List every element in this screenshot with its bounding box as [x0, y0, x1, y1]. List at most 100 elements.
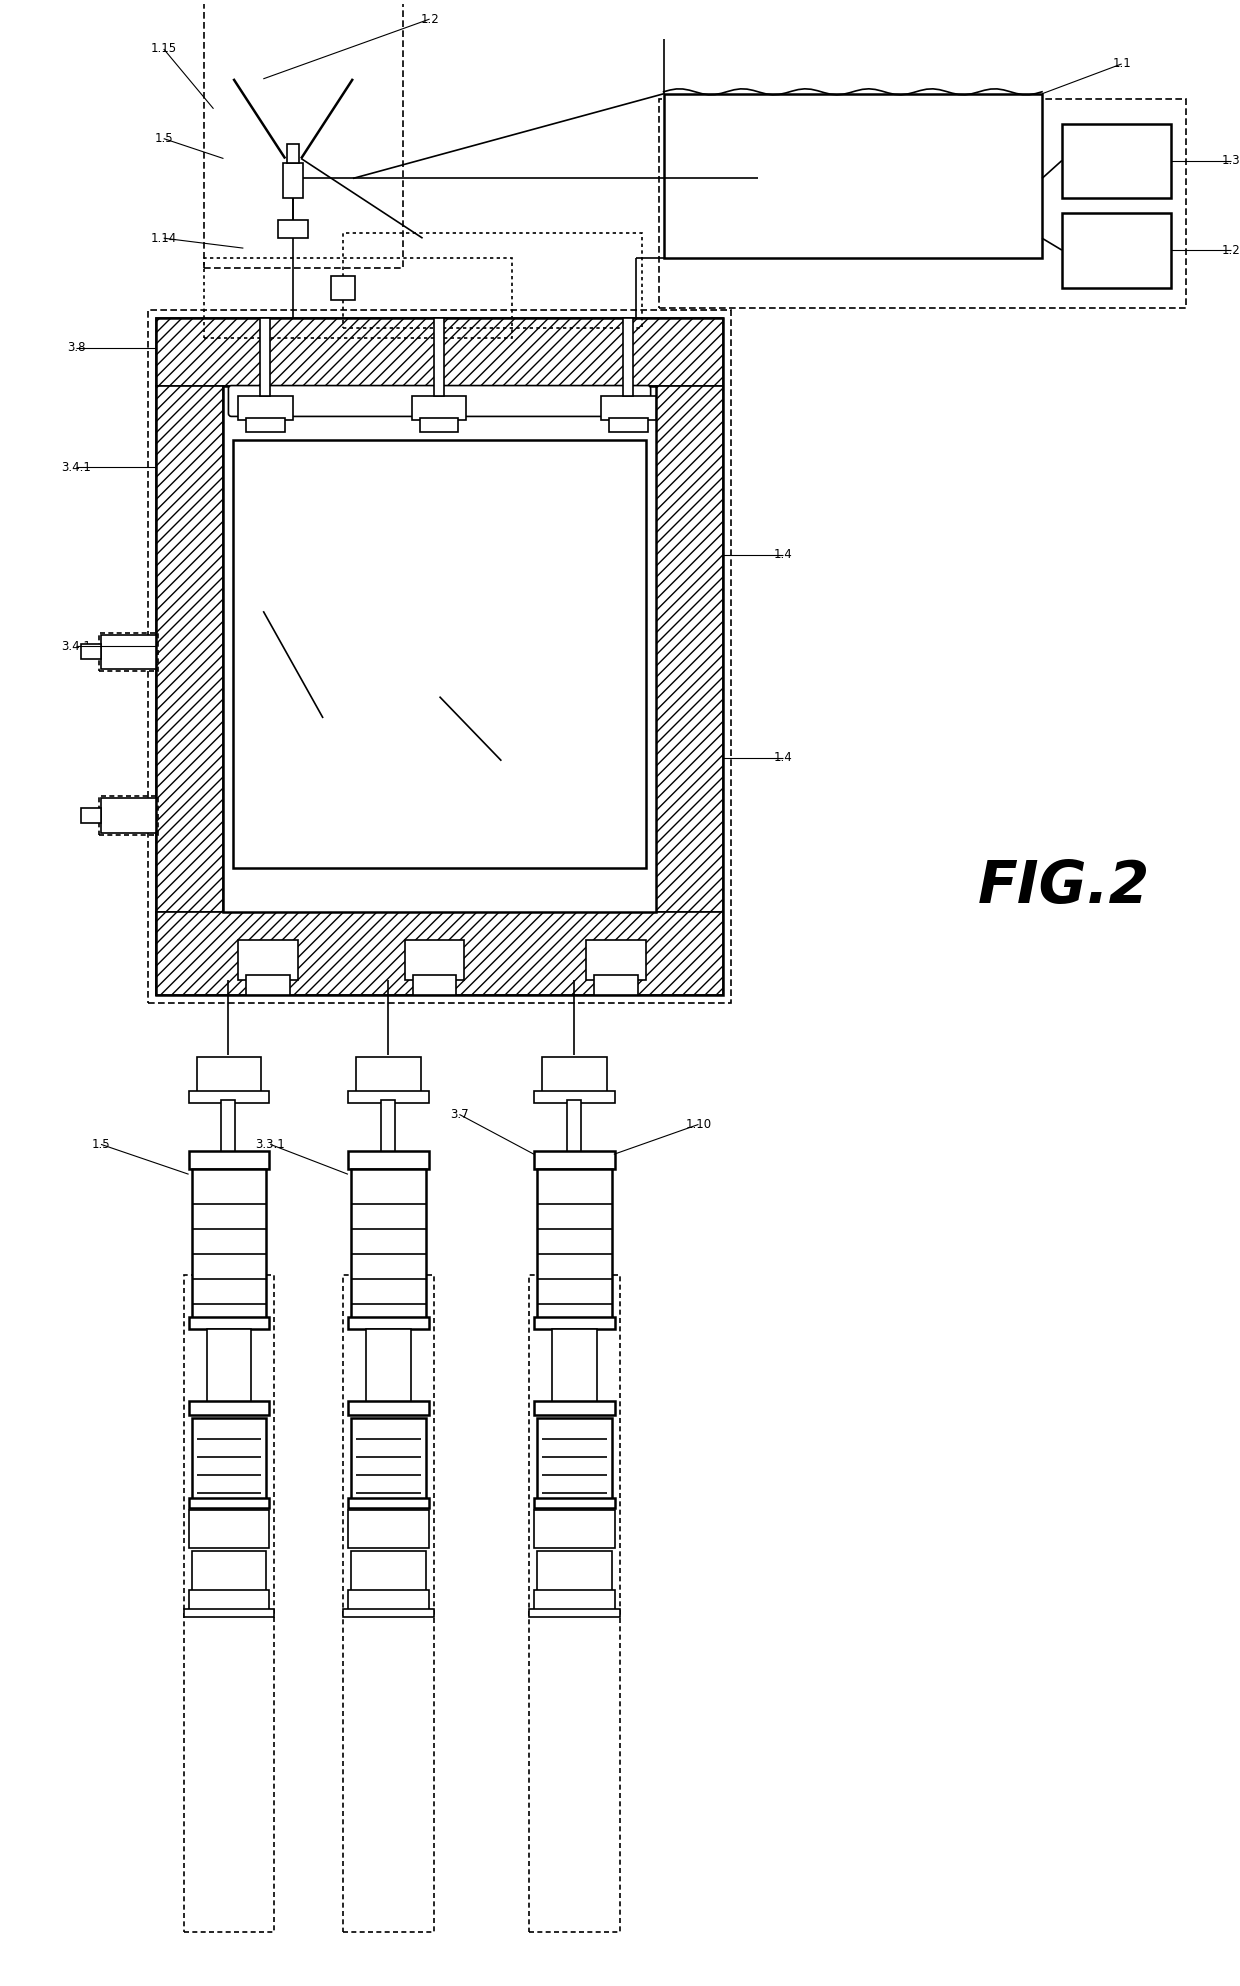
Bar	[192, 1170, 267, 1323]
Bar	[663, 93, 1042, 258]
Bar	[537, 1418, 611, 1503]
Bar	[534, 1152, 615, 1170]
Bar	[381, 1100, 394, 1154]
Bar	[537, 1170, 611, 1323]
Text: 1.2: 1.2	[1221, 244, 1240, 256]
Bar	[238, 395, 293, 421]
Bar	[413, 975, 456, 995]
Bar	[184, 1275, 274, 1932]
Bar	[184, 1609, 274, 1617]
Text: SHENCK: SHENCK	[563, 1571, 585, 1575]
Bar	[567, 1100, 582, 1154]
Bar	[192, 1551, 267, 1593]
Bar	[622, 318, 632, 395]
Bar	[188, 1317, 269, 1329]
Bar	[534, 1591, 615, 1611]
Bar	[100, 798, 156, 832]
Bar	[534, 1402, 615, 1416]
Text: 3.3.1: 3.3.1	[255, 1138, 285, 1150]
Text: FIG.2: FIG.2	[977, 858, 1149, 916]
Bar	[348, 1497, 429, 1507]
Bar	[658, 99, 1187, 308]
Bar	[99, 632, 157, 671]
Text: 1.2: 1.2	[420, 12, 439, 26]
Bar	[148, 310, 732, 1003]
Bar	[81, 645, 100, 659]
Text: 3.7: 3.7	[450, 1108, 469, 1120]
Text: 1.4: 1.4	[774, 751, 792, 765]
Bar	[283, 163, 303, 199]
Bar	[351, 1418, 425, 1503]
Bar	[404, 939, 465, 979]
Bar	[366, 1329, 410, 1404]
Bar	[434, 318, 444, 395]
Text: 1.5: 1.5	[92, 1138, 110, 1150]
Bar	[601, 395, 656, 421]
Bar	[223, 385, 656, 912]
Bar	[348, 1402, 429, 1416]
Bar	[656, 385, 723, 912]
Bar	[542, 1057, 606, 1094]
Bar	[348, 1509, 429, 1547]
Bar	[419, 419, 459, 433]
Text: 1.14: 1.14	[150, 232, 177, 244]
Bar	[188, 1591, 269, 1611]
Bar	[81, 808, 100, 822]
Bar	[247, 975, 290, 995]
Bar	[188, 1509, 269, 1547]
Text: 1.5: 1.5	[155, 133, 174, 145]
Bar	[247, 419, 285, 433]
Bar	[343, 1275, 434, 1932]
Bar	[594, 975, 637, 995]
Bar	[260, 318, 270, 395]
Bar	[99, 796, 157, 834]
Bar	[351, 1170, 425, 1323]
Bar	[534, 1497, 615, 1507]
Text: 3.4.1: 3.4.1	[61, 461, 91, 475]
Bar	[529, 1609, 620, 1617]
Bar	[238, 939, 298, 979]
Bar	[288, 143, 299, 163]
Bar	[348, 1591, 429, 1611]
Bar	[348, 1090, 429, 1102]
Bar	[222, 1100, 236, 1154]
Bar	[156, 912, 723, 995]
Bar	[609, 419, 647, 433]
Text: 1.15: 1.15	[150, 42, 177, 56]
Bar	[100, 634, 156, 669]
Bar	[356, 1057, 420, 1094]
Bar	[534, 1317, 615, 1329]
Bar	[188, 1497, 269, 1507]
FancyBboxPatch shape	[228, 385, 651, 417]
Bar	[529, 1275, 620, 1932]
Bar	[348, 1152, 429, 1170]
Bar	[233, 441, 646, 868]
Text: 1.4: 1.4	[774, 548, 792, 562]
Text: 3.8: 3.8	[67, 342, 86, 354]
Text: 3.4.1: 3.4.1	[61, 639, 91, 653]
Bar	[192, 1418, 267, 1503]
Bar	[1061, 123, 1172, 199]
Bar	[188, 1402, 269, 1416]
Bar	[207, 1329, 252, 1404]
Bar	[203, 258, 512, 338]
Bar	[156, 385, 223, 912]
Bar	[343, 1609, 434, 1617]
Bar	[343, 232, 641, 328]
Bar	[156, 318, 723, 385]
Text: 1.3: 1.3	[1221, 155, 1240, 167]
Text: SHENCK: SHENCK	[217, 1571, 239, 1575]
Bar	[188, 1152, 269, 1170]
Bar	[552, 1329, 596, 1404]
Bar	[348, 1317, 429, 1329]
Bar	[156, 318, 723, 995]
Bar	[188, 1090, 269, 1102]
Bar	[587, 939, 646, 979]
Bar	[156, 912, 723, 995]
Bar	[1061, 213, 1172, 288]
Bar	[351, 1551, 425, 1593]
Bar	[203, 0, 403, 268]
Bar	[331, 276, 355, 300]
Text: 1.1: 1.1	[1112, 58, 1131, 70]
Bar	[278, 220, 308, 238]
